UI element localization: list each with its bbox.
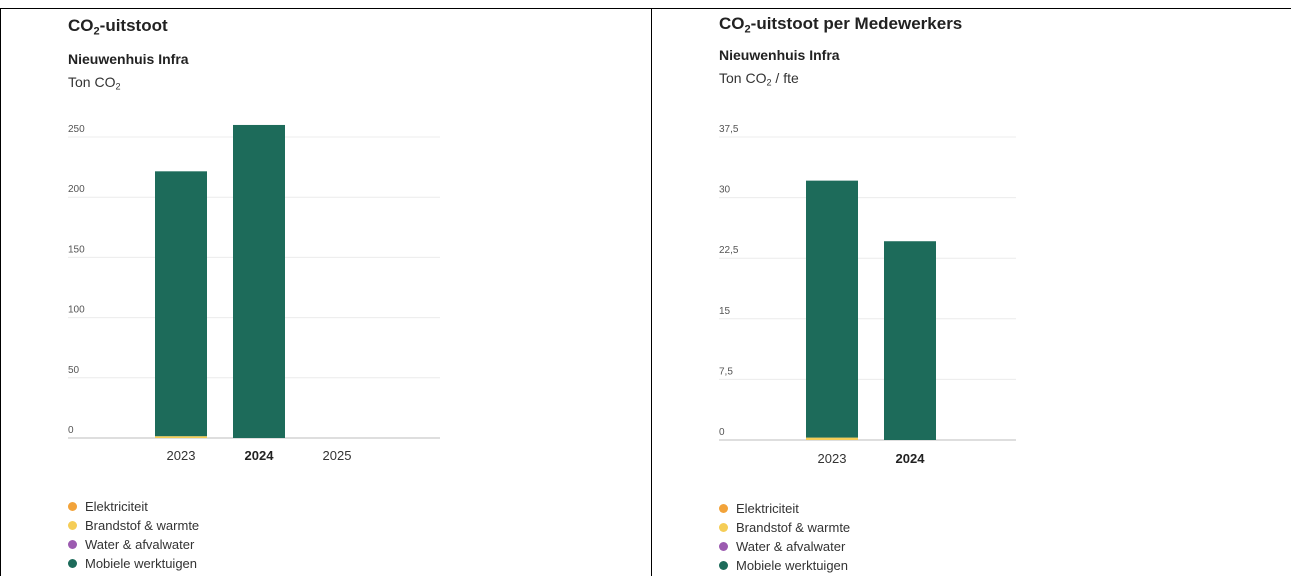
x-category-label: 2024 bbox=[896, 451, 926, 466]
y-tick-label: 150 bbox=[68, 244, 85, 255]
title-subscript: 2 bbox=[93, 25, 100, 38]
bar-mobiele-werktuigen-2023 bbox=[155, 171, 207, 437]
chart-legend: Elektriciteit Brandstof & warmte Water & a… bbox=[719, 499, 850, 575]
y-tick-label: 37,5 bbox=[719, 124, 739, 135]
bar-mobiele-werktuigen-2024 bbox=[233, 124, 285, 439]
y-tick-label: 100 bbox=[68, 305, 85, 316]
legend-label: Water & afvalwater bbox=[736, 539, 846, 554]
legend-item: Water & afvalwater bbox=[719, 537, 850, 556]
legend-item: Mobiele werktuigen bbox=[68, 554, 199, 573]
legend-label: Brandstof & warmte bbox=[85, 518, 200, 533]
y-tick-label: 22,5 bbox=[719, 245, 739, 256]
y-tick-label: 7,5 bbox=[719, 366, 733, 377]
legend-dot-icon bbox=[68, 521, 77, 530]
chart-panel-co2: CO2-uitstoot Nieuwenhuis Infra Ton CO2 0… bbox=[68, 16, 440, 573]
legend-dot-icon bbox=[719, 504, 728, 513]
y-tick-label: 30 bbox=[719, 185, 731, 196]
y-tick-label: 250 bbox=[68, 124, 85, 135]
chart-legend: Elektriciteit Brandstof & warmte Water & a… bbox=[68, 497, 199, 573]
bar-mobiele-werktuigen-2024 bbox=[884, 241, 936, 440]
chart-title: CO2-uitstoot per Medewerkers bbox=[719, 14, 963, 36]
unit-subscript: 2 bbox=[766, 77, 772, 88]
x-category-label: 2023 bbox=[818, 451, 847, 466]
chart-unit-label: Ton CO2 bbox=[68, 74, 121, 92]
y-tick-label: 0 bbox=[719, 427, 725, 438]
x-category-label: 2024 bbox=[245, 448, 275, 463]
legend-item: Mobiele werktuigen bbox=[719, 556, 850, 575]
y-tick-label: 15 bbox=[719, 306, 731, 317]
unit-subscript: 2 bbox=[115, 81, 121, 92]
title-rest: -uitstoot per Medewerkers bbox=[750, 14, 963, 33]
frame-top-line bbox=[0, 8, 1291, 9]
y-tick-label: 0 bbox=[68, 425, 74, 436]
x-category-label: 2025 bbox=[323, 448, 352, 463]
chart-subtitle: Nieuwenhuis Infra bbox=[719, 47, 840, 63]
chart-panel-co2-per-fte: CO2-uitstoot per Medewerkers Nieuwenhuis… bbox=[652, 0, 1291, 576]
frame-left-line bbox=[0, 8, 1, 576]
frame-divider-line bbox=[651, 8, 652, 576]
chart-unit-label: Ton CO2 / fte bbox=[719, 70, 799, 88]
unit-rest: / fte bbox=[771, 70, 799, 86]
title-subscript: 2 bbox=[744, 23, 751, 36]
title-main: CO bbox=[719, 14, 745, 33]
legend-label: Elektriciteit bbox=[85, 499, 148, 514]
legend-item: Brandstof & warmte bbox=[719, 518, 850, 537]
bar-brandstof-warmte-2023 bbox=[155, 436, 207, 438]
legend-dot-icon bbox=[719, 523, 728, 532]
y-tick-label: 50 bbox=[68, 365, 80, 376]
chart-title: CO2-uitstoot bbox=[68, 16, 168, 38]
bar-mobiele-werktuigen-2023 bbox=[806, 180, 858, 438]
legend-dot-icon bbox=[719, 561, 728, 570]
legend-label: Mobiele werktuigen bbox=[85, 556, 198, 571]
legend-item: Brandstof & warmte bbox=[68, 516, 199, 535]
legend-label: Water & afvalwater bbox=[85, 537, 195, 552]
legend-item: Elektriciteit bbox=[719, 499, 850, 518]
legend-item: Elektriciteit bbox=[68, 497, 199, 516]
legend-label: Elektriciteit bbox=[736, 501, 799, 516]
legend-dot-icon bbox=[68, 502, 77, 511]
legend-dot-icon bbox=[719, 542, 728, 551]
legend-dot-icon bbox=[68, 540, 77, 549]
x-category-label: 2023 bbox=[167, 448, 196, 463]
bar-chart-co2: 0 50 100 150 200 250 2023 2024 2025 bbox=[68, 124, 440, 463]
chart-subtitle: Nieuwenhuis Infra bbox=[68, 51, 189, 67]
legend-item: Water & afvalwater bbox=[68, 535, 199, 554]
bar-chart-co2-per-fte: 0 7,5 15 22,5 30 37,5 2023 2024 bbox=[719, 124, 1016, 466]
title-rest: -uitstoot bbox=[99, 16, 168, 35]
legend-label: Brandstof & warmte bbox=[736, 520, 851, 535]
unit-main: Ton CO bbox=[719, 70, 767, 86]
title-main: CO bbox=[68, 16, 94, 35]
y-tick-label: 200 bbox=[68, 184, 85, 195]
legend-dot-icon bbox=[68, 559, 77, 568]
bar-brandstof-warmte-2023 bbox=[806, 437, 858, 440]
legend-label: Mobiele werktuigen bbox=[736, 558, 849, 573]
unit-main: Ton CO bbox=[68, 74, 116, 90]
